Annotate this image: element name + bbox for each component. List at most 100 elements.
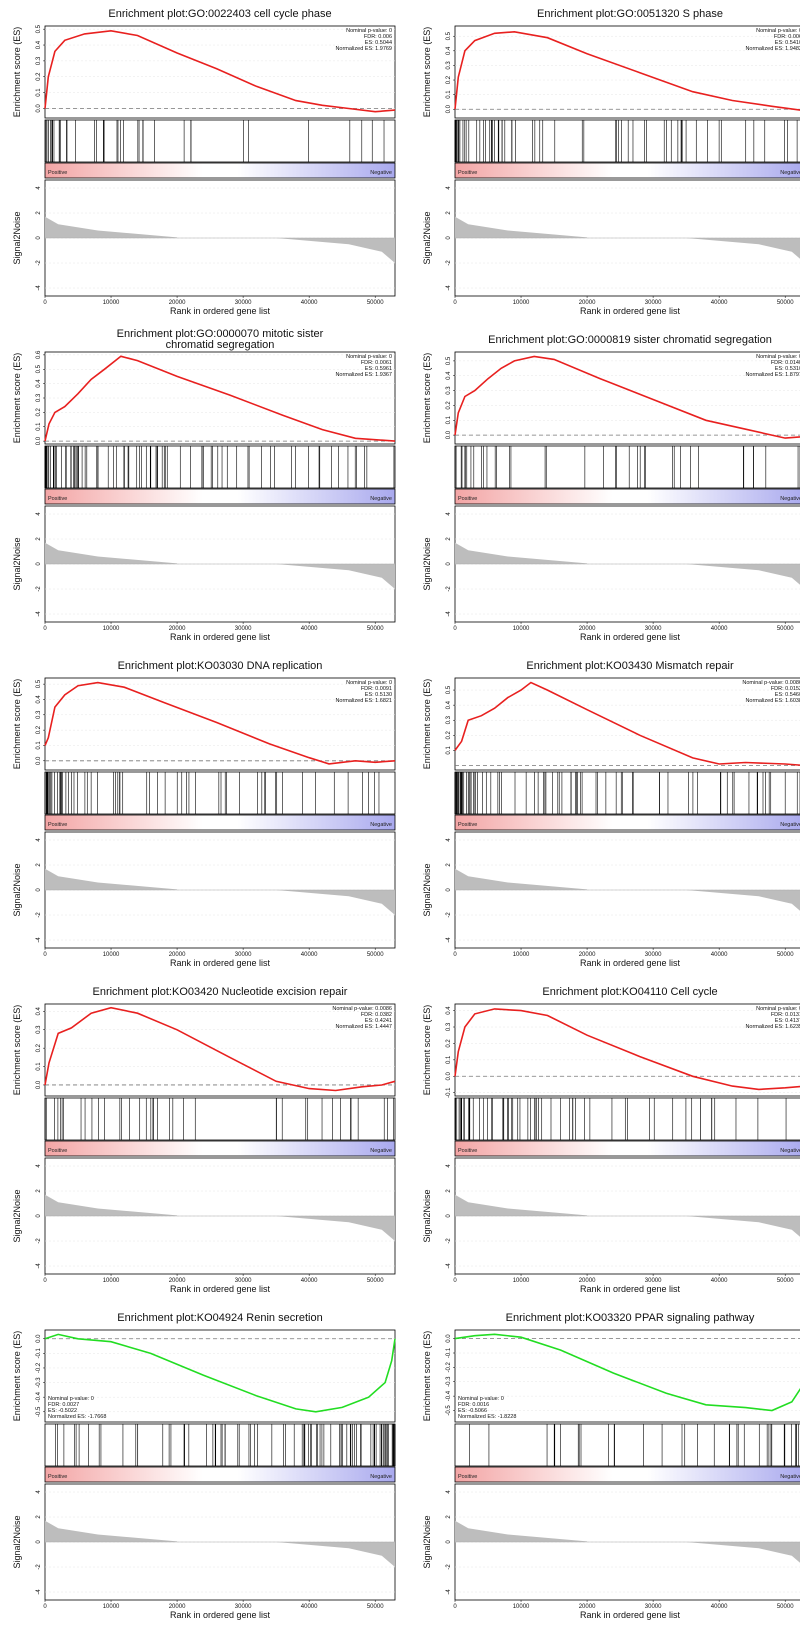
es-axis-label: Enrichment score (ES) (12, 1331, 22, 1422)
x-tick-label: 0 (453, 626, 457, 632)
x-tick-label: 10000 (513, 1278, 530, 1284)
negative-label: Negative (370, 1148, 392, 1154)
s2n-tick-label: 4 (446, 1490, 452, 1494)
s2n-tick-label: -4 (36, 937, 42, 943)
correlation-band (44, 162, 396, 179)
es-tick-label: 0.6 (36, 350, 42, 359)
positive-label: Positive (48, 1148, 67, 1154)
gsea-panel: Enrichment plot:GO:0022403 cell cycle ph… (12, 8, 396, 316)
hits-frame (454, 1423, 800, 1467)
x-tick-label: 50000 (367, 1604, 384, 1610)
s2n-tick-label: -4 (36, 611, 42, 617)
x-tick-label: 0 (453, 1604, 457, 1610)
panel-title: Enrichment plot:GO:0000070 mitotic siste… (117, 328, 324, 340)
s2n-axis-label: Signal2Noise (422, 211, 432, 264)
x-axis-label: Rank in ordered gene list (580, 958, 681, 968)
x-tick-label: 50000 (367, 626, 384, 632)
es-tick-label: 0.2 (36, 408, 42, 417)
s2n-tick-label: 2 (36, 1515, 42, 1519)
x-tick-label: 40000 (711, 626, 728, 632)
es-axis-label: Enrichment score (ES) (422, 1331, 432, 1422)
x-tick-label: 0 (453, 1278, 457, 1284)
es-tick-label: 0.0 (446, 430, 452, 439)
negative-label: Negative (780, 822, 800, 828)
es-curve (454, 30, 800, 111)
stat-line: Normalized ES: 1.9482 (745, 46, 800, 52)
es-tick-label: 0.2 (36, 725, 42, 734)
x-tick-label: 20000 (169, 300, 186, 306)
ranked-metric-negative (276, 1216, 395, 1241)
s2n-tick-label: 4 (36, 1490, 42, 1494)
s2n-tick-label: -2 (446, 260, 452, 266)
x-tick-label: 40000 (711, 1278, 728, 1284)
es-tick-label: 0.5 (36, 679, 42, 688)
x-tick-label: 10000 (513, 300, 530, 306)
es-tick-label: 0.4 (446, 700, 452, 709)
x-tick-label: 30000 (235, 1604, 252, 1610)
es-tick-label: 0.3 (446, 1022, 452, 1031)
es-plot-frame (44, 1329, 396, 1423)
hits-frame (454, 119, 800, 163)
x-tick-label: 0 (43, 1278, 47, 1284)
ranked-metric-negative (686, 1216, 800, 1237)
stat-line: Nominal p-value: 0 (346, 680, 392, 686)
s2n-tick-label: -4 (36, 1263, 42, 1269)
es-plot-frame (454, 25, 800, 119)
stat-line: ES: 0.5410 (775, 40, 800, 46)
x-tick-label: 30000 (645, 626, 662, 632)
stat-line: FDR: 0.0140 (771, 360, 800, 366)
s2n-tick-label: 0 (446, 236, 452, 240)
stat-line: Nominal p-value: 0 (48, 1396, 94, 1402)
x-tick-label: 20000 (579, 1604, 596, 1610)
es-tick-label: 0.2 (446, 75, 452, 84)
s2n-axis-label: Signal2Noise (12, 211, 22, 264)
x-tick-label: 10000 (103, 952, 120, 958)
stat-line: Nominal p-value: 0 (756, 28, 800, 34)
es-curve (44, 681, 396, 765)
s2n-tick-label: 2 (36, 1189, 42, 1193)
panel-title: Enrichment plot:KO03320 PPAR signaling p… (506, 1312, 755, 1324)
ranked-metric-negative (276, 564, 395, 589)
s2n-tick-label: 2 (446, 537, 452, 541)
gsea-panel: Enrichment plot:KO03030 DNA replication 0… (12, 660, 396, 968)
s2n-tick-label: 2 (36, 537, 42, 541)
stat-line: FDR: 0.006 (774, 34, 800, 40)
es-plot-frame (44, 677, 396, 771)
negative-label: Negative (370, 170, 392, 176)
negative-label: Negative (780, 1148, 800, 1154)
es-curve (454, 1333, 800, 1412)
es-tick-label: -0.1 (36, 1348, 42, 1359)
s2n-tick-label: 2 (446, 1515, 452, 1519)
s2n-axis-label: Signal2Noise (422, 1515, 432, 1568)
x-axis-label: Rank in ordered gene list (580, 1284, 681, 1294)
x-tick-label: 40000 (711, 1604, 728, 1610)
x-axis-label: Rank in ordered gene list (580, 306, 681, 316)
stat-line: Normalized ES: -1.8228 (458, 1414, 516, 1420)
ranked-metric-positive (455, 1194, 588, 1216)
stat-line: Nominal p-value: 0 (756, 354, 800, 360)
x-tick-label: 0 (43, 626, 47, 632)
es-tick-label: -0.4 (446, 1390, 452, 1401)
es-tick-label: 0.0 (446, 104, 452, 113)
s2n-tick-label: -4 (446, 1263, 452, 1269)
es-curve (454, 681, 800, 766)
es-tick-label: -0.2 (36, 1362, 42, 1373)
ranked-metric-negative (276, 238, 395, 263)
negative-label: Negative (370, 1474, 392, 1480)
s2n-tick-label: 2 (446, 863, 452, 867)
es-axis-label: Enrichment score (ES) (422, 27, 432, 118)
es-tick-label: 0.1 (36, 88, 42, 97)
negative-label: Negative (370, 496, 392, 502)
s2n-tick-label: -2 (36, 1564, 42, 1570)
ranked-metric-positive (455, 868, 588, 890)
panel-title: Enrichment plot:KO04110 Cell cycle (542, 986, 717, 998)
hits-frame (44, 1097, 396, 1141)
s2n-tick-label: 4 (446, 1164, 452, 1168)
x-tick-label: 20000 (579, 300, 596, 306)
es-plot-frame (454, 1329, 800, 1423)
es-tick-label: -0.1 (446, 1087, 452, 1098)
ranked-metric-negative (276, 890, 395, 915)
x-axis-label: Rank in ordered gene list (170, 958, 271, 968)
x-tick-label: 20000 (579, 1278, 596, 1284)
